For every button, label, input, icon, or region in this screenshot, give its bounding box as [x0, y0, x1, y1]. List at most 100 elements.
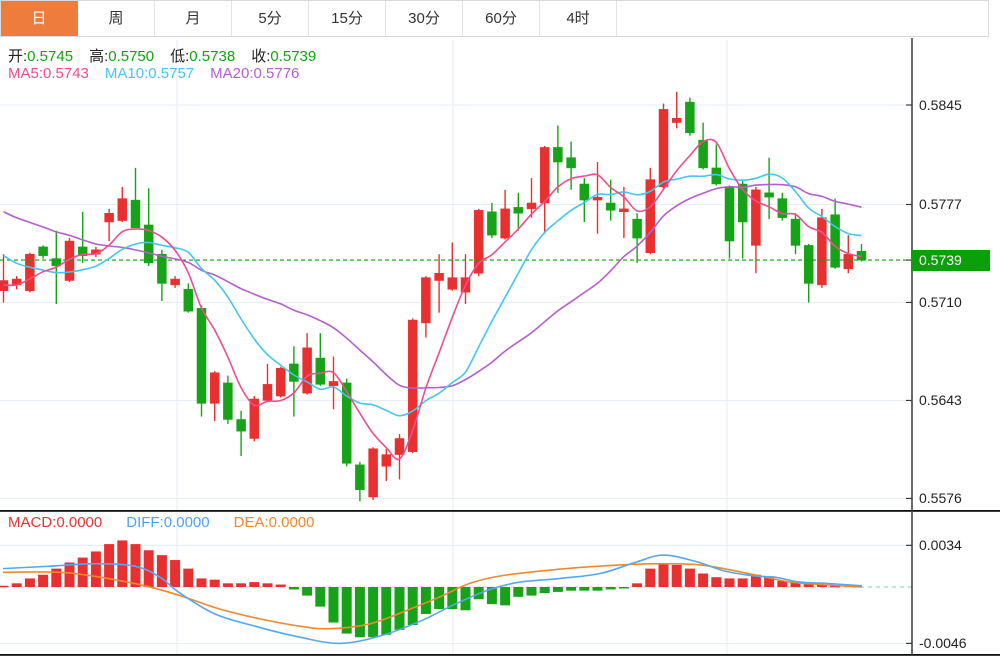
row-macd-item: MACD:0.0000 — [8, 514, 102, 531]
macd-bar — [381, 587, 392, 635]
readout-label: 低: — [170, 48, 190, 65]
macd-bar — [645, 568, 656, 587]
candle-body — [843, 253, 854, 270]
tab-4hour[interactable]: 4时 — [540, 1, 617, 36]
main-price-panel[interactable] — [0, 91, 867, 502]
candle-body — [685, 101, 695, 134]
macd-bar — [368, 587, 379, 638]
macd-bar — [632, 583, 643, 587]
macd-bar — [750, 574, 761, 587]
candle-body — [803, 245, 814, 284]
macd-bar — [11, 583, 22, 587]
macd-bar — [64, 562, 75, 587]
row-ma-item: MA10:0.5757 — [105, 65, 194, 82]
macd-bar — [764, 577, 775, 587]
readout-value: 0.0000 — [163, 514, 210, 531]
macd-panel[interactable] — [0, 540, 912, 645]
tab-week[interactable]: 周 — [78, 1, 155, 36]
macd-bar — [209, 579, 220, 587]
chart-canvas[interactable] — [0, 38, 1000, 659]
macd-bar — [341, 587, 352, 634]
candle-body — [434, 272, 444, 281]
y-axis-label: -0.0046 — [919, 635, 967, 652]
macd-bar — [117, 540, 128, 587]
candle-body — [737, 183, 748, 223]
readout-label: MA10: — [104, 65, 149, 82]
candle-body — [157, 253, 167, 284]
macd-bar — [803, 583, 814, 587]
candle-body — [764, 192, 774, 198]
tab-month[interactable]: 月 — [155, 1, 232, 36]
row-ma-item: MA20:0.5776 — [210, 65, 299, 82]
ma10-line — [3, 173, 862, 417]
last-price-badge: 0.5739 — [911, 249, 990, 271]
macd-bar — [222, 583, 233, 587]
candle-body — [513, 207, 524, 214]
candle-body — [447, 277, 458, 290]
dea-line — [2, 562, 863, 630]
row-macd-item: DIFF:0.0000 — [126, 514, 209, 531]
candle-body — [315, 357, 326, 385]
readout-label: DIFF: — [126, 514, 164, 531]
candle-body — [698, 139, 708, 169]
ma20-line — [3, 183, 862, 390]
row-ohlc-item: 高:0.5750 — [89, 45, 154, 66]
y-axis-label: 0.5643 — [919, 392, 962, 409]
candle-body — [579, 183, 590, 201]
macd-bar — [777, 580, 788, 587]
candle-body — [381, 454, 392, 467]
macd-bar — [275, 584, 286, 587]
y-axis-label: 0.5576 — [919, 490, 962, 507]
candle-body — [368, 448, 378, 498]
macd-bar — [579, 587, 590, 591]
candle-body — [77, 246, 88, 256]
macd-bar — [420, 587, 431, 614]
candle-body — [209, 372, 220, 404]
candle-body — [236, 419, 246, 432]
readout-value: 0.0000 — [268, 514, 315, 531]
candle-body — [553, 147, 563, 163]
macd-bar — [816, 584, 827, 587]
readout-label: 高: — [89, 48, 109, 65]
candle-body — [117, 198, 128, 221]
macd-bar — [618, 587, 629, 589]
candle-body — [777, 198, 788, 218]
ma-readout: MA5:0.5743 MA10:0.5757 MA20:0.5776 — [8, 65, 315, 82]
readout-label: 开: — [8, 48, 28, 65]
tab-15min[interactable]: 15分 — [309, 1, 386, 36]
row-ohlc-item: 低:0.5738 — [170, 45, 235, 66]
candle-body — [196, 308, 207, 404]
candle-body — [619, 208, 629, 213]
macd-bar — [196, 578, 207, 587]
tab-30min[interactable]: 30分 — [386, 1, 463, 36]
candle-body — [302, 347, 312, 394]
candle-body — [500, 208, 510, 239]
candle-body — [183, 289, 194, 312]
candle-body — [407, 319, 418, 452]
tab-5min[interactable]: 5分 — [232, 1, 309, 36]
macd-bar — [0, 585, 9, 588]
macd-bar — [698, 573, 709, 587]
readout-label: MA20: — [210, 65, 254, 82]
readout-label: MA5: — [8, 65, 44, 82]
ma5-line — [3, 138, 862, 461]
candle-body — [421, 277, 431, 324]
macd-bar — [605, 587, 616, 590]
row-ohlc-item: 开:0.5745 — [8, 45, 73, 66]
macd-bar — [262, 583, 273, 587]
candle-body — [473, 210, 484, 274]
macd-bar — [552, 587, 563, 592]
y-axis-label: 0.5777 — [919, 196, 962, 213]
tab-day[interactable]: 日 — [1, 1, 78, 36]
readout-value: 0.5745 — [27, 48, 74, 65]
macd-bar — [566, 587, 577, 591]
candle-body — [658, 109, 669, 188]
candle-body — [64, 240, 75, 281]
readout-value: 0.5750 — [108, 48, 155, 65]
readout-value: 0.0000 — [56, 514, 103, 531]
tab-60min[interactable]: 60分 — [463, 1, 540, 36]
macd-bar — [104, 544, 115, 587]
readout-label: DEA: — [233, 514, 269, 531]
macd-bar — [526, 587, 537, 596]
macd-bar — [77, 557, 88, 587]
